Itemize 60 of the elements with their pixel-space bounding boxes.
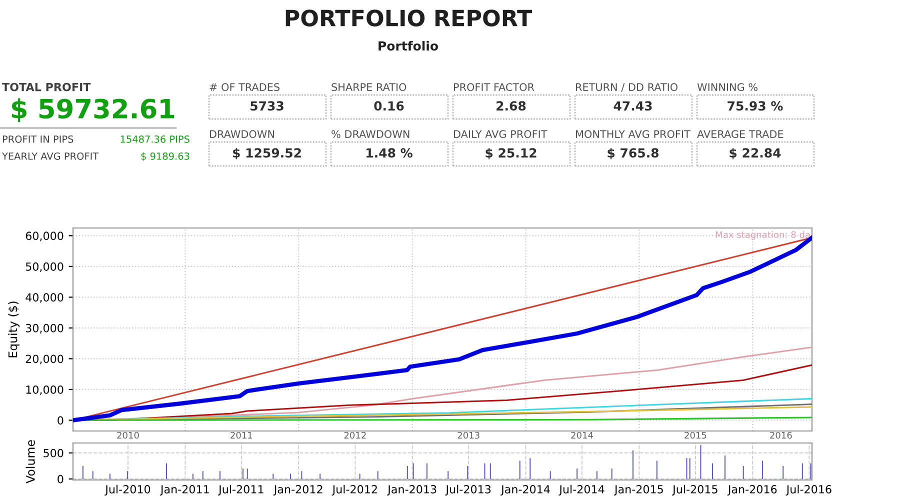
text: 15487.36 PIPS xyxy=(120,135,190,143)
text: $ 25.12 xyxy=(486,148,536,160)
text: AVERAGE TRADE xyxy=(697,130,784,138)
y-axis-title: Equity ($) xyxy=(8,302,20,358)
y-tick-label: 0 xyxy=(58,416,64,425)
x-tick-label: Jul-2011 xyxy=(218,484,264,496)
x-tick-label: Jul-2013 xyxy=(445,484,491,496)
x-tick-label: Jul-2016 xyxy=(786,484,832,496)
text: PROFIT IN PIPS xyxy=(2,135,74,143)
x-tick-label: Jan-2016 xyxy=(727,485,777,496)
text: 1.48 % xyxy=(366,148,412,158)
text: $ 1259.52 xyxy=(232,148,301,160)
x-tick-label: 2014 xyxy=(571,432,594,439)
x-tick-label: Jan-2012 xyxy=(273,485,322,496)
text: DAILY AVG PROFIT xyxy=(454,130,548,138)
x-tick-label: 2013 xyxy=(458,432,480,439)
text: $ 59732.61 xyxy=(12,98,174,122)
y-tick-label: 0 xyxy=(58,474,64,484)
text: 75.93 % xyxy=(728,101,783,111)
y-tick-label: 20,000 xyxy=(26,354,64,364)
y-tick-label: 30,000 xyxy=(26,324,64,334)
text: DRAWDOWN xyxy=(210,130,274,138)
text: TOTAL PROFIT xyxy=(2,82,91,92)
text: SHARPE RATIO xyxy=(332,83,406,92)
y-tick-label: 40,000 xyxy=(26,293,64,303)
x-tick-label: 2011 xyxy=(230,432,252,439)
text: 47.43 xyxy=(614,101,652,111)
text: % DRAWDOWN xyxy=(332,130,410,138)
x-tick-label: 2015 xyxy=(684,432,706,439)
text: # OF TRADES xyxy=(210,83,280,92)
x-tick-label: 2016 xyxy=(770,432,792,439)
x-tick-label: Jul-2012 xyxy=(332,484,377,496)
text: 2.68 xyxy=(496,101,526,111)
text: 5733 xyxy=(250,101,284,111)
text: MONTHLY AVG PROFIT xyxy=(576,130,690,138)
text: $ 9189.63 xyxy=(141,152,190,162)
x-tick-label: Jan-2011 xyxy=(160,485,209,496)
x-tick-label: Jul-2014 xyxy=(558,484,604,496)
text: YEARLY AVG PROFIT xyxy=(2,152,99,160)
annotation: Max stagnation: 8 da xyxy=(716,231,810,240)
x-tick-label: 2012 xyxy=(344,432,366,439)
y-tick-label: 60,000 xyxy=(26,232,64,242)
text: $ 765.8 xyxy=(608,148,659,160)
text: Portfolio xyxy=(378,40,438,51)
x-tick-label: Jul-2015 xyxy=(672,484,718,496)
x-tick-label: Jan-2013 xyxy=(387,485,436,496)
x-tick-label: Jan-2015 xyxy=(614,485,663,496)
x-tick-label: 2010 xyxy=(117,432,139,439)
text: $ 22.84 xyxy=(730,148,781,160)
x-tick-label: Jul-2010 xyxy=(104,484,150,496)
y-axis-title: Volume xyxy=(26,440,35,484)
text: PORTFOLIO REPORT xyxy=(286,10,532,26)
y-tick-label: 500 xyxy=(44,448,64,458)
text: PROFIT FACTOR xyxy=(454,83,534,92)
y-tick-label: 10,000 xyxy=(26,385,64,395)
text: WINNING % xyxy=(697,83,758,92)
x-tick-label: Jan-2014 xyxy=(500,485,550,496)
text: 0.16 xyxy=(374,101,404,111)
text: RETURN / DD RATIO xyxy=(576,83,678,92)
y-tick-label: 50,000 xyxy=(26,262,64,272)
